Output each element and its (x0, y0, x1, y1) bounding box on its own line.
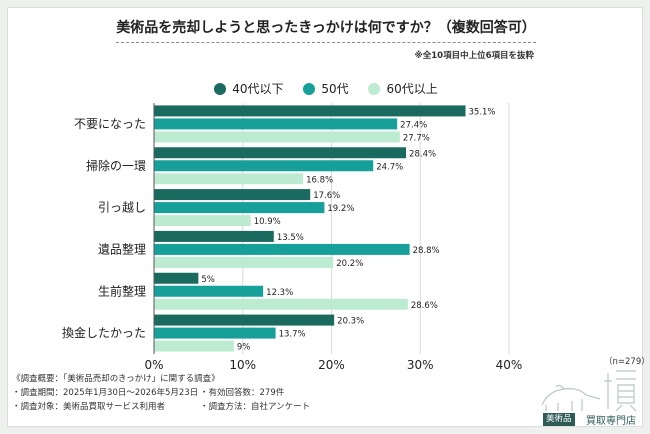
legend-label-3: 60代以上 (386, 82, 438, 96)
legend-swatch-1 (214, 82, 227, 95)
category-label: 生前整理 (98, 283, 146, 298)
bar (154, 147, 407, 159)
title-divider (116, 42, 536, 43)
x-tick-label: 20% (318, 358, 345, 372)
category-label: 遺品整理 (98, 241, 146, 256)
bar-value-label: 13.5% (277, 233, 304, 243)
bar (154, 272, 199, 284)
bar-value-label: 5% (201, 275, 215, 285)
bar (154, 189, 311, 201)
logo-name: 買取専門店 (586, 416, 636, 427)
bar (154, 131, 400, 143)
bar-value-label: 27.7% (403, 133, 430, 143)
bar-value-label: 17.6% (313, 191, 340, 201)
bar-value-label: 12.3% (266, 288, 293, 298)
chart-title: 美術品を売却しようと思ったきっかけは何ですか？（複数回答可） (116, 20, 536, 36)
x-tick-label: 30% (407, 358, 434, 372)
legend-label-1: 40代以下 (232, 82, 284, 96)
bar-value-label: 28.4% (409, 149, 436, 159)
bar-value-label: 20.3% (337, 317, 364, 327)
bar-value-label: 10.9% (254, 217, 281, 227)
legend-swatch-2 (303, 82, 316, 95)
footer-method: ・調査方法：自社アンケート (200, 402, 311, 412)
bar (154, 173, 304, 185)
bar-value-label: 28.8% (413, 246, 440, 256)
bar (154, 215, 251, 227)
footer-period: ・調査期間：2025年1月30日〜2026年5月23日 (12, 388, 199, 398)
bar-value-label: 20.2% (336, 259, 363, 269)
footer-target: ・調査対象：美術品買取サービス利用者 (12, 402, 166, 412)
chart-card: 美術品を売却しようと思ったきっかけは何ですか？（複数回答可） ※全10項目中上位… (7, 7, 650, 427)
legend-item-3: 60代以上 (368, 80, 438, 97)
bar-value-label: 24.7% (376, 162, 403, 172)
bar (154, 340, 234, 352)
brand-logo: 美術品 買取専門店 (538, 365, 648, 427)
bar (154, 256, 334, 268)
bar (154, 160, 374, 172)
category-label: 不要になった (74, 117, 146, 131)
legend-item-1: 40代以下 (214, 80, 284, 97)
bar (154, 243, 410, 255)
x-tick-label: 10% (229, 358, 256, 372)
chart-note: ※全10項目中上位6項目を抜粋 (414, 51, 534, 61)
bar-chart: 0% 10% 20% 30% 40% 35.1% 27.4% 27.7% 不要になった 28.4%… (62, 103, 523, 372)
bar (154, 285, 264, 297)
category-label: 引っ越し (98, 201, 146, 215)
bar (154, 327, 276, 339)
legend: 40代以下 50代 60代以上 (8, 80, 644, 98)
legend-label-2: 50代 (321, 82, 349, 96)
bar (154, 118, 398, 130)
bar-value-label: 27.4% (400, 120, 427, 130)
bar-value-label: 19.2% (327, 204, 354, 214)
anteater-logo-icon (541, 370, 637, 412)
category-label: 掃除の一環 (86, 158, 146, 173)
x-tick-label: 0% (144, 358, 163, 372)
logo-tag: 美術品 (543, 413, 575, 426)
sample-size: （n=279） (604, 357, 650, 367)
x-tick-label: 40% (496, 358, 523, 372)
bar-value-label: 9% (237, 343, 251, 353)
bar-value-label: 28.6% (411, 301, 438, 311)
bar (154, 105, 466, 117)
bar (154, 230, 274, 242)
bar (154, 202, 325, 214)
bar-value-label: 16.8% (306, 175, 333, 185)
footer-survey-title: 《調査概要：「美術品売却のきっかけ」に関する調査》 (12, 374, 220, 384)
legend-item-2: 50代 (303, 80, 349, 97)
bar (154, 314, 335, 326)
legend-swatch-3 (368, 82, 381, 95)
bar (154, 298, 408, 310)
footer-responses: ・有効回答数：279件 (200, 388, 285, 398)
bar-value-label: 13.7% (279, 330, 306, 340)
category-label: 換金したかった (62, 325, 146, 340)
bar-value-label: 35.1% (469, 107, 496, 117)
